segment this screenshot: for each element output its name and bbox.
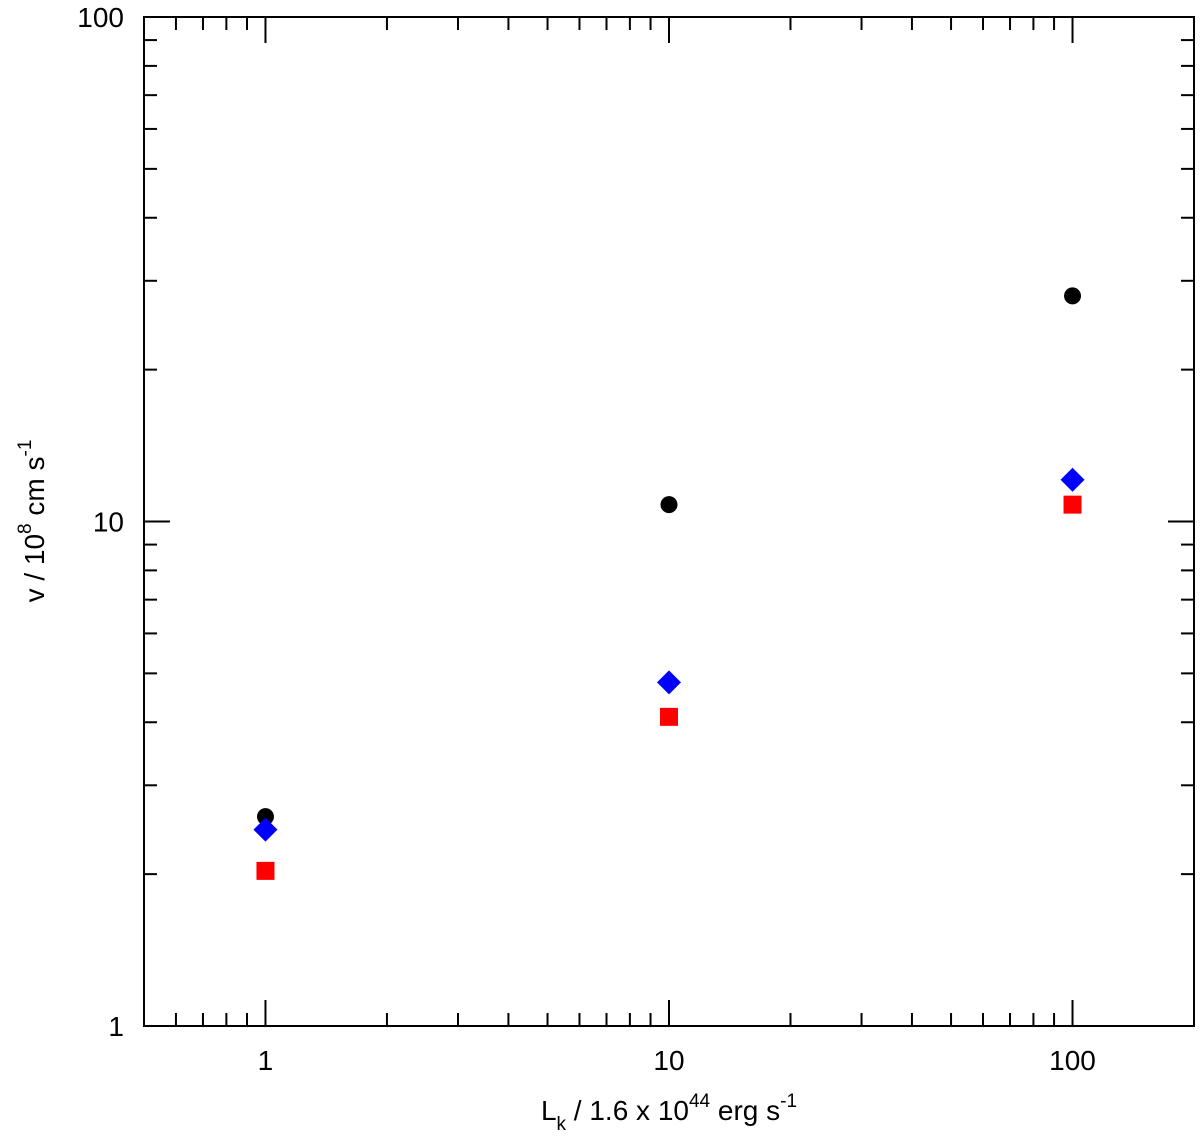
- x-tick-label: 1: [258, 1045, 274, 1076]
- y-tick-label: 10: [93, 507, 124, 538]
- data-point-square: [256, 861, 275, 880]
- x-tick-label: 10: [653, 1045, 684, 1076]
- data-point-diamond: [657, 670, 681, 695]
- axis-ticks: [143, 16, 1195, 1027]
- data-point-square: [660, 707, 678, 726]
- data-point-circle: [660, 496, 678, 514]
- data-point-square: [1063, 495, 1082, 514]
- y-tick-label: 100: [77, 2, 124, 33]
- data-point-circle: [256, 808, 274, 826]
- data-point-diamond: [253, 817, 278, 842]
- tick-labels: 1 10 100 1 10 100: [77, 2, 1096, 1076]
- y-tick-label: 1: [108, 1011, 124, 1042]
- plot-frame: [143, 16, 1195, 1027]
- x-tick-label: 100: [1049, 1045, 1096, 1076]
- y-axis-label: v / 108 cm s-1: [15, 440, 50, 603]
- data-points: [253, 287, 1085, 880]
- data-point-circle: [1064, 287, 1082, 305]
- x-axis-label: Lk / 1.6 x 1044 erg s-1: [541, 1091, 797, 1135]
- data-point-diamond: [1060, 467, 1085, 492]
